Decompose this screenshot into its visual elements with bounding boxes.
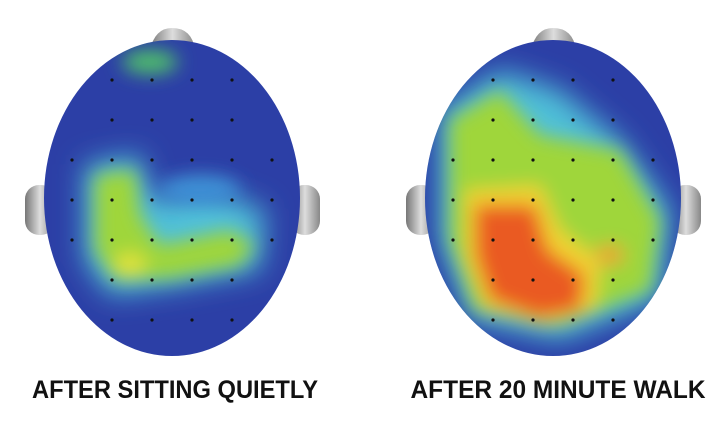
electrode-dot — [190, 318, 194, 322]
electrode-dot — [230, 238, 234, 242]
electrode-dot — [190, 198, 194, 202]
electrode-dot — [571, 198, 575, 202]
panel-label: AFTER SITTING QUIETLY — [32, 376, 318, 404]
electrode-dot — [190, 158, 194, 162]
electrode-dot — [270, 238, 274, 242]
electrode-dot — [110, 158, 114, 162]
electrode-dot — [531, 198, 535, 202]
electrode-dot — [651, 238, 655, 242]
electrode-dot — [110, 198, 114, 202]
electrode-dot — [230, 318, 234, 322]
electrode-dot — [150, 78, 154, 82]
electrode-dot — [190, 238, 194, 242]
electrode-dot — [531, 78, 535, 82]
electrode-dot — [491, 198, 495, 202]
electrode-dot — [611, 158, 615, 162]
electrode-dot — [611, 118, 615, 122]
electrode-dot — [150, 278, 154, 282]
electrode-dot — [531, 278, 535, 282]
electrode-dot — [491, 118, 495, 122]
electrode-dot — [491, 318, 495, 322]
electrode-dot — [451, 238, 455, 242]
electrode-dot — [70, 198, 74, 202]
electrode-dot — [230, 198, 234, 202]
electrode-dot — [611, 78, 615, 82]
electrode-dot — [651, 198, 655, 202]
electrode-dot — [270, 158, 274, 162]
electrode-dot — [651, 158, 655, 162]
electrode-dot — [491, 158, 495, 162]
electrode-dot — [70, 238, 74, 242]
electrode-dot — [230, 158, 234, 162]
electrode-dot — [110, 318, 114, 322]
electrode-dot — [451, 158, 455, 162]
electrode-dot — [571, 238, 575, 242]
electrode-dot — [270, 198, 274, 202]
electrode-dot — [190, 78, 194, 82]
electrode-dot — [230, 78, 234, 82]
electrode-dot — [531, 118, 535, 122]
electrode-dot — [491, 78, 495, 82]
electrode-dot — [190, 278, 194, 282]
electrode-dot — [70, 158, 74, 162]
electrode-dot — [611, 198, 615, 202]
electrode-dot — [230, 118, 234, 122]
head-right — [406, 28, 701, 356]
electrode-dot — [451, 198, 455, 202]
electrode-dot — [531, 318, 535, 322]
electrode-dot — [110, 278, 114, 282]
electrode-dot — [110, 78, 114, 82]
head-left — [25, 28, 320, 356]
electrode-dot — [571, 158, 575, 162]
electrode-dot — [611, 238, 615, 242]
electrode-dot — [571, 278, 575, 282]
electrode-dot — [190, 118, 194, 122]
electrode-dot — [531, 158, 535, 162]
electrode-dot — [491, 278, 495, 282]
electrode-dot — [571, 78, 575, 82]
electrode-dot — [611, 278, 615, 282]
electrode-dot — [491, 238, 495, 242]
electrode-dot — [571, 118, 575, 122]
electrode-dot — [150, 198, 154, 202]
electrode-dot — [230, 278, 234, 282]
electrode-dot — [611, 318, 615, 322]
electrode-dot — [150, 318, 154, 322]
electrode-dot — [150, 238, 154, 242]
electrode-dot — [571, 318, 575, 322]
electrode-dot — [150, 158, 154, 162]
electrode-dot — [110, 238, 114, 242]
panel-label: AFTER 20 MINUTE WALK — [411, 376, 706, 404]
electrode-dot — [531, 238, 535, 242]
electrode-dot — [150, 118, 154, 122]
electrode-dot — [110, 118, 114, 122]
